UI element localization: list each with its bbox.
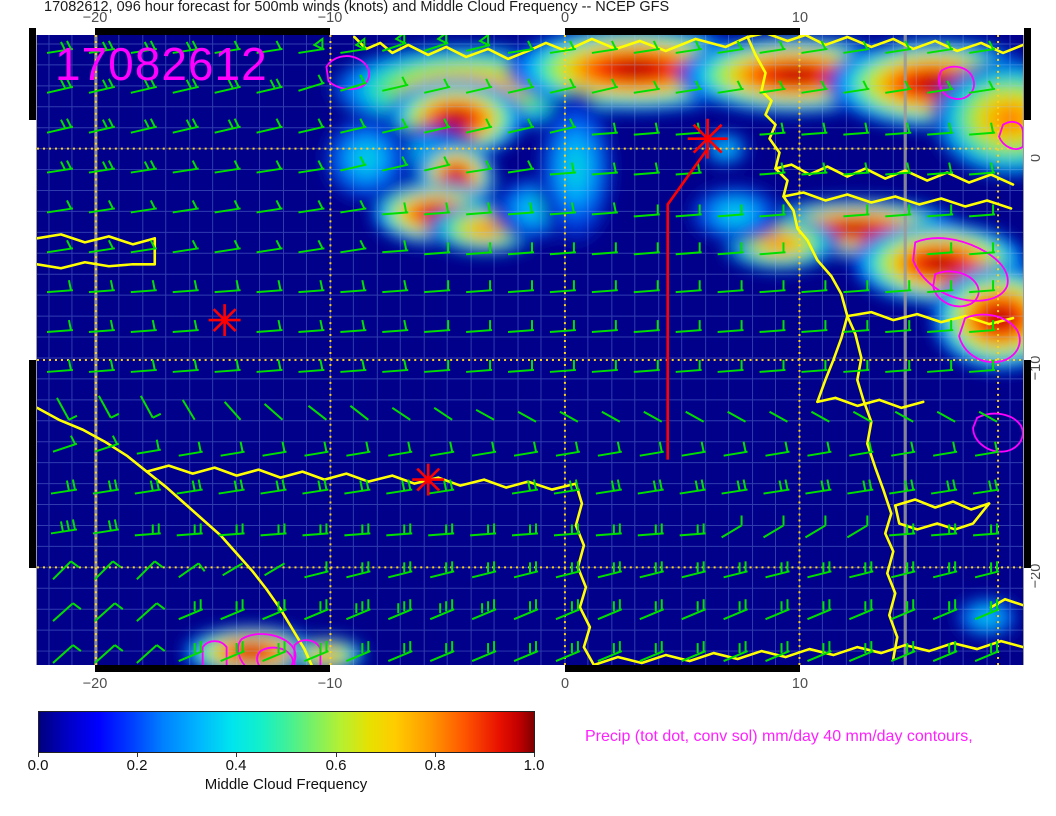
axis-bar-left (29, 28, 36, 672)
date-stamp-overlay: 17082612 (55, 38, 268, 90)
coastlines-layer (37, 31, 1023, 669)
xtick-top-1: −10 (317, 10, 343, 26)
storm-marker-2[interactable] (412, 463, 445, 496)
colorbar-label-0: 0.0 (27, 757, 49, 774)
xtick-bottom-3: 10 (791, 676, 809, 692)
colorbar-label-5: 1.0 (523, 757, 545, 774)
colorbar-tick-4 (435, 753, 436, 757)
colorbar-tick-5 (534, 753, 535, 757)
figure-title: 17082612, 096 hour forecast for 500mb wi… (44, 0, 670, 15)
colorbar-label-4: 0.8 (424, 757, 446, 774)
storm-marker-3[interactable] (687, 118, 728, 159)
axis-bar-top (36, 28, 1024, 35)
colorbar-tick-1 (137, 753, 138, 757)
colorbar-label-1: 0.2 (126, 757, 148, 774)
axis-bar-bottom (36, 665, 1024, 672)
xtick-top-0: −20 (82, 10, 108, 26)
storm-marker-1[interactable] (208, 304, 241, 337)
xtick-bottom-2: 0 (560, 676, 570, 692)
colorbar (38, 711, 535, 753)
xtick-bottom-0: −20 (82, 676, 108, 692)
xtick-bottom-1: −10 (317, 676, 343, 692)
colorbar-tick-0 (38, 753, 39, 757)
xtick-top-3: 10 (791, 10, 809, 26)
colorbar-tick-3 (336, 753, 337, 757)
colorbar-title: Middle Cloud Frequency (204, 776, 368, 793)
xtick-top-2: 0 (560, 10, 570, 26)
storm-track-layer (666, 147, 709, 460)
colorbar-label-3: 0.6 (325, 757, 347, 774)
colorbar-tick-2 (236, 753, 237, 757)
storm-markers-layer[interactable] (37, 29, 1023, 671)
wind-barbs-layer (46, 30, 1000, 664)
colorbar-label-2: 0.4 (225, 757, 247, 774)
precip-legend: Precip (tot dot, conv sol) mm/day 40 mm/… (585, 728, 973, 745)
map-plot-area[interactable]: 17082612 (36, 28, 1024, 672)
axis-bar-right (1024, 28, 1031, 672)
